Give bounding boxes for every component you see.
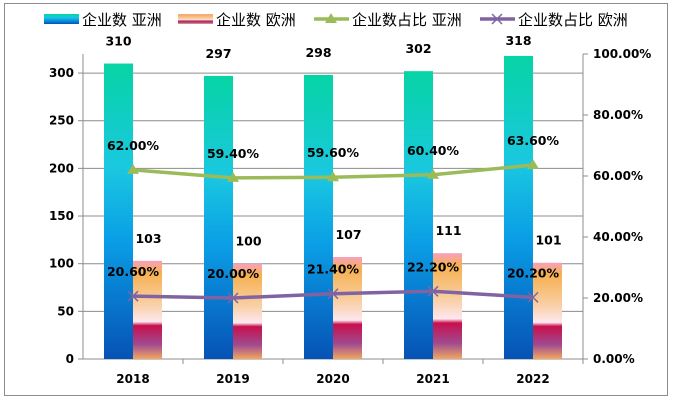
y-tick-label: 250 — [49, 114, 74, 128]
bar-asia — [304, 74, 333, 359]
y-tick-label: 150 — [49, 209, 74, 223]
x-tick-label: 2018 — [116, 372, 149, 386]
x-tick-label: 2020 — [316, 372, 349, 386]
x-tick-label: 2021 — [416, 372, 449, 386]
y-tick-label: 50 — [57, 304, 74, 318]
data-label-asia-share: 63.60% — [507, 133, 560, 148]
data-label-asia: 302 — [405, 41, 431, 56]
data-label-europe-share: 20.60% — [107, 264, 160, 279]
y2-tick-label: 60.00% — [593, 169, 643, 183]
legend-label: 企业数 欧洲 — [216, 11, 296, 29]
y2-tick-label: 20.00% — [593, 291, 643, 305]
legend-swatch-europe — [178, 14, 213, 24]
legend-label: 企业数占比 欧洲 — [518, 11, 628, 29]
x-marker — [327, 288, 339, 300]
data-label-europe: 107 — [335, 227, 361, 242]
data-label-asia: 297 — [205, 46, 231, 61]
bar-europe — [433, 253, 462, 359]
triangle-marker — [127, 163, 139, 174]
bar-asia — [204, 75, 233, 359]
x-marker — [527, 291, 539, 303]
bar-asia — [504, 55, 533, 359]
y2-tick-label: 100.00% — [593, 47, 651, 61]
y-tick-label: 100 — [49, 257, 74, 271]
data-label-asia: 298 — [305, 45, 331, 60]
triangle-marker — [427, 168, 439, 179]
data-label-europe: 103 — [135, 231, 161, 246]
x-tick-label: 2022 — [516, 372, 549, 386]
bar-asia — [404, 71, 433, 359]
bar-europe — [333, 257, 362, 359]
legend-x-icon — [491, 13, 503, 25]
bar-asia — [104, 63, 133, 359]
data-label-europe-share: 20.20% — [507, 265, 560, 280]
chart-frame — [4, 3, 668, 396]
bar-europe — [233, 263, 262, 359]
data-label-asia: 318 — [505, 33, 531, 48]
y-tick-label: 200 — [49, 161, 74, 175]
x-marker — [227, 292, 239, 304]
legend-swatch-asia — [44, 14, 79, 24]
x-tick-label: 2019 — [216, 372, 249, 386]
bar-europe — [533, 262, 562, 359]
triangle-marker — [327, 171, 339, 182]
data-label-europe: 111 — [435, 223, 461, 238]
x-marker — [427, 285, 439, 297]
legend-label: 企业数 亚洲 — [82, 11, 162, 29]
y-tick-label: 300 — [49, 66, 74, 80]
y2-tick-label: 40.00% — [593, 230, 643, 244]
data-label-europe-share: 22.20% — [407, 259, 460, 274]
x-marker — [127, 290, 139, 302]
data-label-asia-share: 60.40% — [407, 143, 460, 158]
triangle-marker — [227, 171, 239, 182]
data-label-europe-share: 20.00% — [207, 266, 260, 281]
data-label-europe-share: 21.40% — [307, 262, 360, 277]
y2-tick-label: 0.00% — [593, 352, 635, 366]
data-label-asia-share: 59.40% — [207, 146, 260, 161]
data-label-asia-share: 59.60% — [307, 145, 360, 160]
y-tick-label: 0 — [66, 352, 74, 366]
data-label-europe: 101 — [535, 233, 561, 248]
legend-label: 企业数占比 亚洲 — [352, 11, 462, 29]
data-label-asia: 310 — [105, 34, 131, 49]
bar-europe — [133, 260, 162, 359]
data-label-europe: 100 — [235, 234, 261, 249]
triangle-marker — [527, 159, 539, 170]
y2-tick-label: 80.00% — [593, 108, 643, 122]
data-label-asia-share: 62.00% — [107, 138, 160, 153]
legend-triangle-icon — [325, 13, 337, 23]
